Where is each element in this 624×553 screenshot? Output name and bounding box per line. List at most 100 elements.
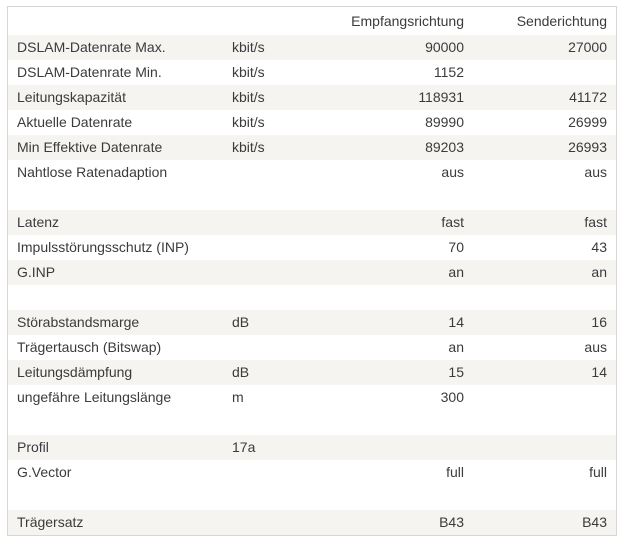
- row-rx-value: 1152: [433, 64, 464, 80]
- table-row: Aktuelle Datenrate kbit/s 89990 26999: [8, 110, 616, 135]
- row-tx-value: 16: [473, 310, 616, 335]
- row-unit: [223, 235, 323, 260]
- table-row: Leitungsdämpfung dB 15 14: [8, 360, 616, 385]
- row-rx-value: fast: [323, 210, 473, 235]
- row-unit: [223, 485, 323, 510]
- row-unit: kbit/s: [232, 114, 265, 130]
- row-label: [8, 410, 223, 435]
- header-row: Empfangsrichtung Senderichtung: [8, 7, 616, 35]
- row-label: Trägertausch (Bitswap): [17, 339, 162, 355]
- table-body: DSLAM-Datenrate Max. kbit/s 90000 27000 …: [8, 35, 616, 535]
- row-unit: [223, 460, 323, 485]
- row-unit: [223, 185, 323, 210]
- row-rx-value: an: [448, 339, 464, 355]
- row-label: DSLAM-Datenrate Max.: [8, 35, 223, 60]
- row-label: Latenz: [8, 210, 223, 235]
- separator-row: [8, 285, 616, 310]
- row-unit: kbit/s: [223, 35, 323, 60]
- row-rx-value: an: [323, 260, 473, 285]
- row-label: Profil: [8, 435, 223, 460]
- row-tx-value: [473, 435, 616, 460]
- row-tx-value: [473, 410, 616, 435]
- row-tx-value: [473, 60, 616, 85]
- row-tx-value: fast: [473, 210, 616, 235]
- table-row: Min Effektive Datenrate kbit/s 89203 269…: [8, 135, 616, 160]
- row-label: G.Vector: [17, 464, 72, 480]
- row-rx-value: 14: [323, 310, 473, 335]
- row-rx-value: [323, 285, 473, 310]
- row-rx-value: 89203: [323, 135, 473, 160]
- row-label: DSLAM-Datenrate Min.: [17, 64, 162, 80]
- row-label: Trägersatz: [8, 510, 223, 535]
- row-unit: [223, 285, 323, 310]
- row-tx-value: 41172: [473, 85, 616, 110]
- table-row: DSLAM-Datenrate Max. kbit/s 90000 27000: [8, 35, 616, 60]
- row-unit: [223, 260, 323, 285]
- row-tx-value: [473, 285, 616, 310]
- row-unit: [223, 510, 323, 535]
- row-label: Min Effektive Datenrate: [8, 135, 223, 160]
- row-tx-value: 27000: [473, 35, 616, 60]
- row-label: G.INP: [8, 260, 223, 285]
- row-tx-value: an: [473, 260, 616, 285]
- row-rx-value: 118931: [323, 85, 473, 110]
- table-row: G.Vector full full: [8, 460, 616, 485]
- row-unit: m: [232, 389, 244, 405]
- row-rx-value: [323, 435, 473, 460]
- header-empfangsrichtung: Empfangsrichtung: [323, 7, 473, 35]
- row-label: ungefähre Leitungslänge: [17, 389, 172, 405]
- row-rx-value: [323, 410, 473, 435]
- row-tx-value: B43: [473, 510, 616, 535]
- row-unit: [223, 210, 323, 235]
- row-rx-value: full: [446, 464, 464, 480]
- row-unit: [223, 335, 323, 360]
- row-rx-value: 70: [448, 239, 464, 255]
- row-tx-value: full: [589, 464, 607, 480]
- row-rx-value: B43: [323, 510, 473, 535]
- row-label: [8, 285, 223, 310]
- dsl-statistics: Empfangsrichtung Senderichtung DSLAM-Dat…: [8, 7, 616, 535]
- row-unit: kbit/s: [232, 64, 265, 80]
- table-row: Impulsstörungsschutz (INP) 70 43: [8, 235, 616, 260]
- table-row: ungefähre Leitungslänge m 300: [8, 385, 616, 410]
- row-unit: kbit/s: [223, 135, 323, 160]
- table-row: Nahtlose Ratenadaption aus aus: [8, 160, 616, 185]
- separator-row: [8, 485, 616, 510]
- row-label: [8, 185, 223, 210]
- row-label: Aktuelle Datenrate: [17, 114, 133, 130]
- row-tx-value: 26993: [473, 135, 616, 160]
- table-row: Trägertausch (Bitswap) an aus: [8, 335, 616, 360]
- header-unit-column: [223, 7, 323, 35]
- table-row: Latenz fast fast: [8, 210, 616, 235]
- row-tx-value: [473, 485, 616, 510]
- row-unit: kbit/s: [223, 85, 323, 110]
- row-rx-value: [323, 485, 473, 510]
- row-tx-value: aus: [584, 339, 607, 355]
- table-row: Störabstandsmarge dB 14 16: [8, 310, 616, 335]
- dsl-info-table: Empfangsrichtung Senderichtung DSLAM-Dat…: [7, 6, 617, 536]
- row-tx-value: [473, 385, 616, 410]
- row-label: Leitungskapazität: [8, 85, 223, 110]
- header-label-column: [8, 7, 223, 35]
- separator-row: [8, 410, 616, 435]
- row-unit: dB: [223, 310, 323, 335]
- row-rx-value: 300: [440, 389, 464, 405]
- row-rx-value: aus: [441, 164, 464, 180]
- table-row: G.INP an an: [8, 260, 616, 285]
- table-row: Profil 17a: [8, 435, 616, 460]
- row-rx-value: 89990: [425, 114, 464, 130]
- row-label: [8, 485, 223, 510]
- table-row: Trägersatz B43 B43: [8, 510, 616, 535]
- row-tx-value: 43: [591, 239, 607, 255]
- row-tx-value: aus: [584, 164, 607, 180]
- row-tx-value: 26999: [568, 114, 607, 130]
- row-unit: [223, 160, 323, 185]
- row-label: Leitungsdämpfung: [8, 360, 223, 385]
- row-label: Störabstandsmarge: [8, 310, 223, 335]
- row-tx-value: 14: [473, 360, 616, 385]
- row-tx-value: [473, 185, 616, 210]
- row-unit: 17a: [223, 435, 323, 460]
- row-rx-value: [323, 185, 473, 210]
- header-senderichtung: Senderichtung: [473, 7, 616, 35]
- row-rx-value: 15: [323, 360, 473, 385]
